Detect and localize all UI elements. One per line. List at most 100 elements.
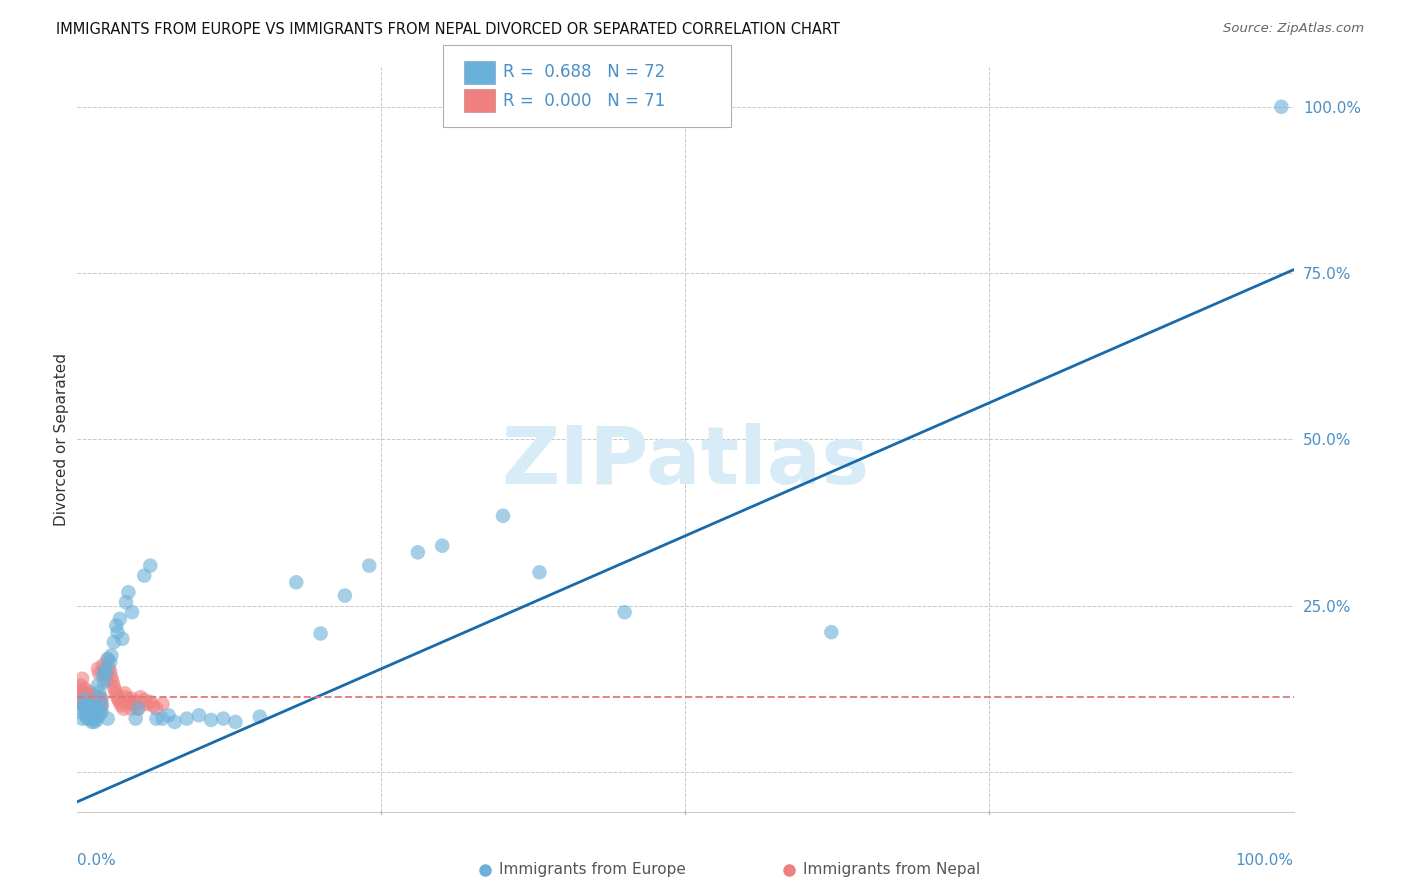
Point bbox=[117, 585, 139, 599]
Point bbox=[70, 712, 93, 726]
Point bbox=[142, 698, 165, 713]
Point bbox=[93, 665, 115, 679]
Point bbox=[77, 693, 100, 707]
Point bbox=[89, 690, 111, 705]
Point bbox=[285, 575, 308, 590]
Point bbox=[90, 705, 112, 719]
Point bbox=[115, 595, 138, 609]
Point bbox=[70, 705, 93, 719]
Point bbox=[75, 701, 97, 715]
Point bbox=[125, 698, 148, 713]
Point bbox=[107, 693, 129, 707]
Point bbox=[224, 714, 246, 729]
Point bbox=[121, 691, 143, 706]
Point bbox=[86, 704, 108, 718]
Point bbox=[176, 712, 198, 726]
Point bbox=[145, 712, 167, 726]
Point bbox=[104, 683, 127, 698]
Point bbox=[249, 709, 271, 723]
Point bbox=[82, 697, 104, 711]
Point bbox=[107, 690, 129, 705]
Point bbox=[125, 712, 148, 726]
Point bbox=[97, 652, 120, 666]
Point bbox=[108, 612, 131, 626]
Point bbox=[89, 701, 111, 715]
Point bbox=[134, 693, 156, 707]
Point bbox=[83, 714, 105, 729]
Point bbox=[87, 678, 110, 692]
Point bbox=[89, 708, 111, 723]
Point bbox=[76, 698, 98, 713]
Point bbox=[120, 701, 142, 715]
Point bbox=[613, 605, 636, 619]
Point bbox=[127, 701, 149, 715]
Point bbox=[86, 693, 108, 707]
Point bbox=[83, 701, 105, 715]
Point bbox=[75, 701, 97, 715]
Point bbox=[83, 706, 105, 721]
Text: ZIPatlas: ZIPatlas bbox=[502, 423, 869, 500]
Point bbox=[114, 686, 136, 700]
Point bbox=[80, 698, 103, 713]
Point bbox=[87, 662, 110, 676]
Point bbox=[432, 539, 454, 553]
Point bbox=[67, 689, 90, 703]
Point bbox=[124, 695, 146, 709]
Point bbox=[107, 625, 129, 640]
Text: 0.0%: 0.0% bbox=[77, 853, 117, 868]
Point bbox=[80, 701, 103, 715]
Point bbox=[77, 701, 100, 715]
Point bbox=[117, 693, 139, 707]
Point bbox=[75, 708, 97, 723]
Point bbox=[82, 712, 104, 726]
Point bbox=[79, 712, 101, 726]
Point bbox=[73, 691, 96, 706]
Point bbox=[90, 691, 112, 706]
Point bbox=[70, 672, 93, 686]
Point bbox=[70, 678, 93, 692]
Point bbox=[80, 699, 103, 714]
Point bbox=[529, 566, 551, 580]
Point bbox=[97, 653, 120, 667]
Point bbox=[108, 695, 131, 709]
Text: IMMIGRANTS FROM EUROPE VS IMMIGRANTS FROM NEPAL DIVORCED OR SEPARATED CORRELATIO: IMMIGRANTS FROM EUROPE VS IMMIGRANTS FRO… bbox=[56, 22, 841, 37]
Point bbox=[84, 710, 107, 724]
Point bbox=[121, 605, 143, 619]
Point bbox=[105, 618, 128, 632]
Point bbox=[152, 712, 174, 726]
Point bbox=[84, 701, 107, 715]
Point bbox=[309, 626, 332, 640]
Text: R =  0.000   N = 71: R = 0.000 N = 71 bbox=[503, 92, 665, 110]
Point bbox=[69, 681, 91, 696]
Text: Immigrants from Europe: Immigrants from Europe bbox=[499, 863, 686, 878]
Point bbox=[212, 712, 235, 726]
Point bbox=[111, 632, 134, 646]
Point bbox=[73, 701, 96, 715]
Point bbox=[127, 701, 149, 715]
Point bbox=[79, 701, 101, 715]
Point bbox=[75, 686, 97, 700]
Point bbox=[80, 693, 103, 707]
Point bbox=[135, 697, 157, 711]
Point bbox=[89, 685, 111, 699]
Point bbox=[90, 698, 112, 713]
Point bbox=[492, 508, 515, 523]
Point bbox=[406, 545, 429, 559]
Point bbox=[77, 708, 100, 723]
Point bbox=[103, 680, 125, 694]
Point bbox=[96, 665, 118, 679]
Point bbox=[100, 670, 122, 684]
Y-axis label: Divorced or Separated: Divorced or Separated bbox=[53, 353, 69, 525]
Point bbox=[89, 695, 111, 709]
Point bbox=[188, 708, 211, 723]
Point bbox=[90, 698, 112, 713]
Point bbox=[91, 668, 114, 682]
Point bbox=[77, 701, 100, 715]
Point bbox=[97, 662, 120, 676]
Point bbox=[86, 713, 108, 727]
Point bbox=[80, 705, 103, 719]
Point bbox=[118, 697, 141, 711]
Point bbox=[157, 708, 180, 723]
Point bbox=[139, 558, 162, 573]
Point bbox=[82, 689, 104, 703]
